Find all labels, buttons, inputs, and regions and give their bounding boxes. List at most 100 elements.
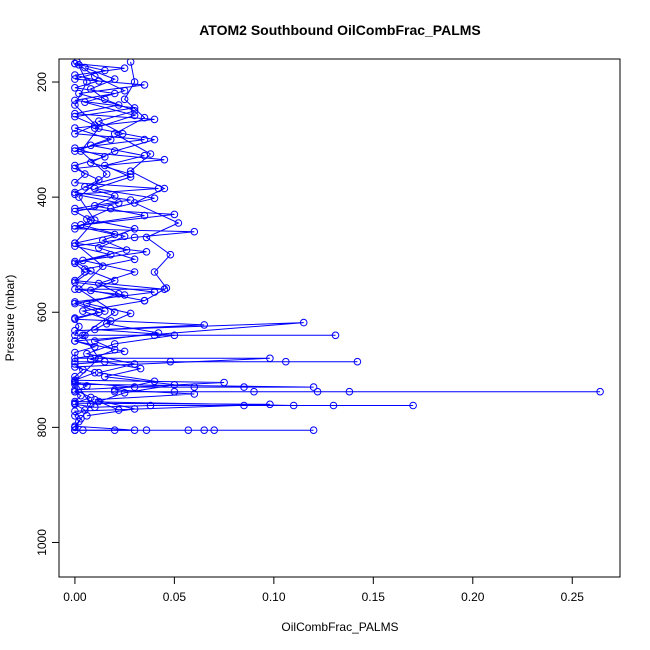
data-point (596, 387, 604, 396)
data-point (77, 414, 85, 423)
data-point (91, 368, 99, 377)
data-point (118, 130, 127, 138)
y-tick-label: 600 (35, 302, 49, 322)
data-point (71, 407, 79, 416)
data-point (71, 298, 79, 306)
data-point (71, 331, 79, 340)
data-point (71, 147, 79, 155)
data-point (120, 64, 129, 72)
data-point (81, 170, 89, 178)
data-point (160, 155, 169, 164)
data-point (266, 354, 274, 363)
data-point (110, 345, 119, 354)
data-point (102, 320, 111, 328)
data-point (71, 178, 79, 187)
data-point (200, 321, 208, 329)
data-point (110, 192, 119, 200)
data-point (83, 78, 91, 86)
data-point (130, 107, 139, 115)
data-point (120, 389, 129, 397)
data-point (83, 349, 91, 358)
data-point (75, 193, 83, 201)
data-point (95, 124, 103, 132)
data-point (71, 423, 79, 432)
data-point (130, 268, 139, 276)
x-axis-label: OilCombFrac_PALMS (281, 620, 398, 634)
data-point (110, 276, 119, 285)
data-point (71, 278, 79, 287)
data-point (190, 390, 199, 398)
data-point (71, 377, 79, 386)
data-point (136, 364, 145, 373)
data-point (130, 111, 139, 120)
data-point (110, 89, 119, 98)
data-point (170, 381, 179, 389)
data-point (142, 248, 151, 256)
data-point (95, 368, 103, 377)
data-point (75, 285, 83, 294)
data-point (409, 401, 417, 410)
data-point (200, 426, 208, 435)
data-point (81, 183, 89, 191)
data-point (71, 348, 79, 357)
data-point (120, 347, 129, 356)
data-point (210, 426, 218, 435)
data-point (150, 194, 159, 203)
data-point (130, 233, 139, 242)
data-point (130, 199, 139, 207)
data-point (289, 401, 298, 410)
y-tick-label: 800 (35, 417, 49, 437)
data-point (114, 290, 123, 298)
data-point (71, 354, 79, 363)
data-point (110, 340, 119, 348)
data-point (87, 85, 95, 93)
data-point (71, 326, 79, 335)
data-point (126, 59, 135, 66)
data-point (110, 386, 119, 394)
data-point (130, 255, 139, 264)
data-point (140, 296, 149, 305)
data-point (154, 329, 163, 337)
data-point (146, 150, 155, 158)
data-point (166, 250, 175, 259)
data-point (240, 383, 248, 391)
data-point (71, 386, 79, 394)
data-point (79, 331, 87, 340)
data-point (77, 221, 85, 229)
data-point (71, 399, 79, 408)
data-point (110, 147, 119, 155)
data-point (126, 173, 135, 181)
x-tick-label: 0.25 (561, 590, 585, 604)
data-point (266, 400, 274, 409)
data-point (71, 75, 79, 83)
data-point (140, 81, 149, 89)
data-point (102, 170, 111, 178)
data-point (71, 204, 79, 213)
data-point (71, 130, 79, 138)
data-point (81, 265, 89, 273)
data-point (95, 397, 103, 406)
data-point (77, 147, 85, 155)
data-point (142, 426, 151, 435)
series-line (113, 61, 180, 302)
data-point (114, 406, 123, 414)
data-point (83, 215, 91, 223)
data-point (150, 135, 159, 144)
data-point (101, 66, 109, 75)
x-tick-label: 0.00 (63, 590, 87, 604)
x-axis: 0.00 0.05 0.10 0.15 0.20 0.25 (63, 576, 585, 604)
data-point (91, 72, 99, 81)
data-point (81, 63, 89, 72)
data-point (313, 387, 322, 396)
data-point (110, 75, 119, 83)
data-point (99, 236, 107, 245)
data-point (71, 257, 79, 266)
data-point (114, 101, 123, 109)
data-point (331, 331, 340, 340)
data-point (120, 95, 129, 104)
data-point (91, 184, 99, 193)
data-point (309, 383, 318, 391)
x-tick-label: 0.20 (461, 590, 485, 604)
data-point (71, 315, 79, 324)
